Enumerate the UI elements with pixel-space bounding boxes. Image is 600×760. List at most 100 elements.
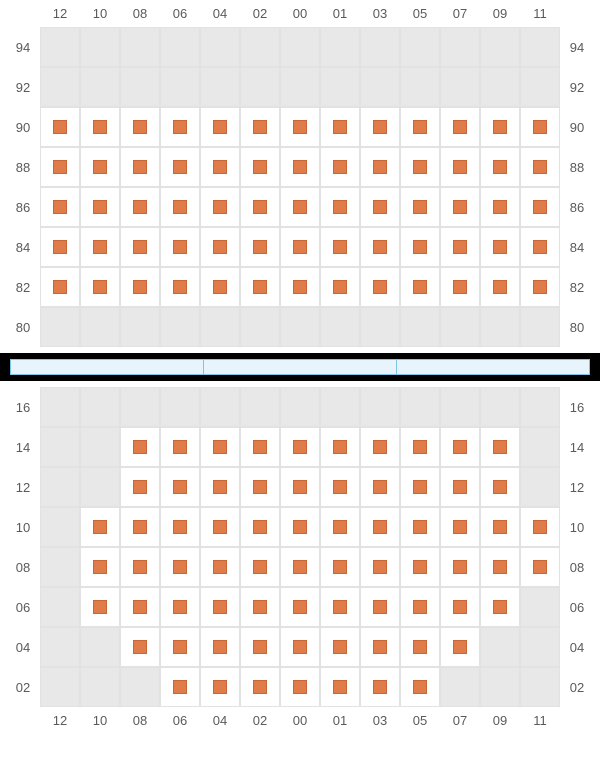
seat-cell[interactable]	[240, 227, 280, 267]
seat-cell[interactable]	[280, 227, 320, 267]
seat-cell[interactable]	[520, 107, 560, 147]
seat-cell[interactable]	[360, 227, 400, 267]
seat-cell[interactable]	[400, 427, 440, 467]
seat-cell[interactable]	[400, 107, 440, 147]
seat-cell[interactable]	[480, 427, 520, 467]
seat-cell[interactable]	[280, 587, 320, 627]
seat-cell[interactable]	[360, 107, 400, 147]
seat-cell[interactable]	[160, 147, 200, 187]
seat-cell[interactable]	[240, 627, 280, 667]
seat-cell[interactable]	[440, 227, 480, 267]
seat-cell[interactable]	[520, 267, 560, 307]
seat-cell[interactable]	[80, 187, 120, 227]
seat-cell[interactable]	[440, 547, 480, 587]
seat-cell[interactable]	[320, 587, 360, 627]
seat-cell[interactable]	[160, 507, 200, 547]
seat-cell[interactable]	[280, 147, 320, 187]
seat-cell[interactable]	[120, 547, 160, 587]
seat-cell[interactable]	[280, 187, 320, 227]
seat-cell[interactable]	[520, 147, 560, 187]
seat-cell[interactable]	[200, 427, 240, 467]
seat-cell[interactable]	[80, 227, 120, 267]
seat-cell[interactable]	[480, 107, 520, 147]
seat-cell[interactable]	[120, 627, 160, 667]
seat-cell[interactable]	[120, 267, 160, 307]
seat-cell[interactable]	[80, 547, 120, 587]
seat-cell[interactable]	[480, 467, 520, 507]
seat-cell[interactable]	[160, 267, 200, 307]
seat-cell[interactable]	[480, 587, 520, 627]
seat-cell[interactable]	[200, 627, 240, 667]
seat-cell[interactable]	[200, 187, 240, 227]
seat-cell[interactable]	[280, 667, 320, 707]
seat-cell[interactable]	[240, 667, 280, 707]
seat-cell[interactable]	[120, 107, 160, 147]
seat-cell[interactable]	[280, 107, 320, 147]
seat-cell[interactable]	[40, 107, 80, 147]
seat-cell[interactable]	[480, 187, 520, 227]
seat-cell[interactable]	[400, 587, 440, 627]
seat-cell[interactable]	[400, 147, 440, 187]
seat-cell[interactable]	[80, 507, 120, 547]
seat-cell[interactable]	[520, 187, 560, 227]
seat-cell[interactable]	[200, 107, 240, 147]
seat-cell[interactable]	[320, 267, 360, 307]
seat-cell[interactable]	[440, 627, 480, 667]
seat-cell[interactable]	[520, 227, 560, 267]
seat-cell[interactable]	[480, 227, 520, 267]
seat-cell[interactable]	[80, 587, 120, 627]
seat-cell[interactable]	[280, 627, 320, 667]
seat-cell[interactable]	[520, 507, 560, 547]
seat-cell[interactable]	[40, 147, 80, 187]
seat-cell[interactable]	[360, 267, 400, 307]
seat-cell[interactable]	[240, 267, 280, 307]
seat-cell[interactable]	[320, 107, 360, 147]
seat-cell[interactable]	[480, 147, 520, 187]
seat-cell[interactable]	[440, 587, 480, 627]
seat-cell[interactable]	[360, 667, 400, 707]
seat-cell[interactable]	[320, 227, 360, 267]
seat-cell[interactable]	[400, 467, 440, 507]
seat-cell[interactable]	[360, 187, 400, 227]
seat-cell[interactable]	[160, 467, 200, 507]
seat-cell[interactable]	[360, 467, 400, 507]
seat-cell[interactable]	[160, 107, 200, 147]
seat-cell[interactable]	[320, 467, 360, 507]
seat-cell[interactable]	[400, 507, 440, 547]
seat-cell[interactable]	[40, 227, 80, 267]
seat-cell[interactable]	[240, 587, 280, 627]
seat-cell[interactable]	[280, 507, 320, 547]
seat-cell[interactable]	[240, 187, 280, 227]
seat-cell[interactable]	[200, 667, 240, 707]
seat-cell[interactable]	[240, 107, 280, 147]
seat-cell[interactable]	[120, 507, 160, 547]
seat-cell[interactable]	[160, 187, 200, 227]
seat-cell[interactable]	[360, 627, 400, 667]
seat-cell[interactable]	[120, 147, 160, 187]
seat-cell[interactable]	[280, 427, 320, 467]
seat-cell[interactable]	[520, 547, 560, 587]
seat-cell[interactable]	[280, 467, 320, 507]
seat-cell[interactable]	[320, 187, 360, 227]
seat-cell[interactable]	[360, 427, 400, 467]
seat-cell[interactable]	[480, 267, 520, 307]
seat-cell[interactable]	[400, 267, 440, 307]
seat-cell[interactable]	[200, 587, 240, 627]
seat-cell[interactable]	[240, 147, 280, 187]
seat-cell[interactable]	[160, 587, 200, 627]
seat-cell[interactable]	[480, 507, 520, 547]
seat-cell[interactable]	[480, 547, 520, 587]
seat-cell[interactable]	[120, 467, 160, 507]
seat-cell[interactable]	[320, 507, 360, 547]
seat-cell[interactable]	[120, 187, 160, 227]
seat-cell[interactable]	[80, 267, 120, 307]
seat-cell[interactable]	[400, 187, 440, 227]
seat-cell[interactable]	[440, 267, 480, 307]
seat-cell[interactable]	[200, 547, 240, 587]
seat-cell[interactable]	[200, 267, 240, 307]
seat-cell[interactable]	[40, 187, 80, 227]
seat-cell[interactable]	[240, 427, 280, 467]
seat-cell[interactable]	[360, 507, 400, 547]
seat-cell[interactable]	[440, 467, 480, 507]
seat-cell[interactable]	[400, 547, 440, 587]
